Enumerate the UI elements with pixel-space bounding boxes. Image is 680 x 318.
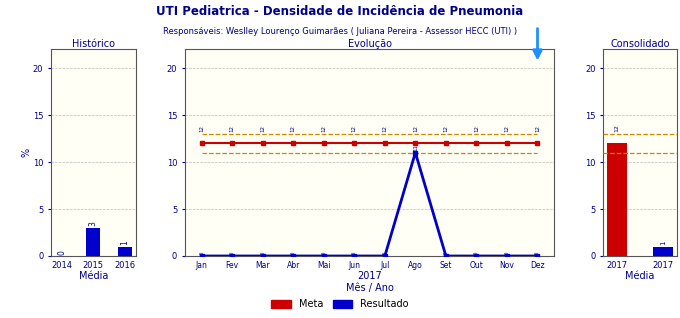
Text: 1: 1 xyxy=(660,241,666,245)
Text: 12: 12 xyxy=(382,125,388,132)
Text: 12: 12 xyxy=(535,125,540,132)
X-axis label: Média: Média xyxy=(626,271,655,281)
Text: 0: 0 xyxy=(352,251,357,255)
Text: 12: 12 xyxy=(260,125,265,132)
Text: 3: 3 xyxy=(89,222,98,226)
Text: 12: 12 xyxy=(413,125,418,132)
X-axis label: Média: Média xyxy=(79,271,108,281)
Text: 0: 0 xyxy=(505,251,509,255)
Text: 0: 0 xyxy=(382,251,388,255)
X-axis label: 2017
Mês / Ano: 2017 Mês / Ano xyxy=(345,271,394,293)
Title: Evolução: Evolução xyxy=(347,38,392,49)
Text: 0: 0 xyxy=(230,251,235,255)
Text: 0: 0 xyxy=(57,250,67,255)
Title: Consolidado: Consolidado xyxy=(610,38,670,49)
Title: Histórico: Histórico xyxy=(72,38,115,49)
Text: 12: 12 xyxy=(352,125,357,132)
Text: UTI Pediatrica - Densidade de Incidência de Pneumonia: UTI Pediatrica - Densidade de Incidência… xyxy=(156,5,524,18)
Text: 12: 12 xyxy=(321,125,326,132)
Legend: Meta, Resultado: Meta, Resultado xyxy=(268,295,412,313)
Text: 0: 0 xyxy=(443,251,448,255)
Text: 12: 12 xyxy=(199,125,204,132)
Text: Responsáveis: Weslley Lourenço Guimarães ( Juliana Pereira - Assessor HECC (UTI): Responsáveis: Weslley Lourenço Guimarães… xyxy=(163,27,517,36)
Text: 12: 12 xyxy=(505,125,509,132)
Text: 0: 0 xyxy=(260,251,265,255)
Bar xyxy=(118,246,132,256)
Text: 12: 12 xyxy=(474,125,479,132)
Text: 11: 11 xyxy=(413,144,418,151)
Bar xyxy=(86,228,101,256)
Text: 1: 1 xyxy=(120,240,129,245)
Bar xyxy=(653,246,673,256)
Text: 0: 0 xyxy=(199,251,204,255)
Text: 0: 0 xyxy=(291,251,296,255)
Text: 12: 12 xyxy=(291,125,296,132)
Y-axis label: %: % xyxy=(22,148,31,157)
Text: 12: 12 xyxy=(443,125,448,132)
Text: 0: 0 xyxy=(535,251,540,255)
Text: 0: 0 xyxy=(474,251,479,255)
Bar xyxy=(607,143,628,256)
Text: 12: 12 xyxy=(230,125,235,132)
Text: 12: 12 xyxy=(615,125,619,132)
Text: 0: 0 xyxy=(321,251,326,255)
